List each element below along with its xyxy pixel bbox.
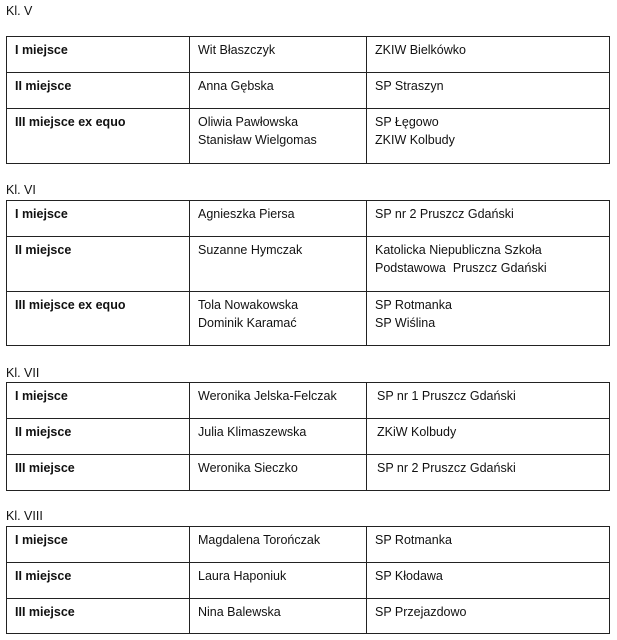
results-table: I miejsce Weronika Jelska-Felczak SP nr 1 … (6, 382, 610, 491)
name-cell: Suzanne Hymczak (189, 236, 367, 292)
school-text: ZKIW Bielkówko (375, 43, 466, 57)
name-cell: Weronika Sieczko (189, 454, 367, 491)
name-text: Tola Nowakowska (198, 298, 299, 312)
name-text: Nina Balewska (198, 605, 281, 619)
school-text: SP Rotmanka (375, 298, 452, 312)
school-text: Katolicka Niepubliczna Szkoła (375, 243, 542, 257)
table-row: I miejsce Magdalena Torończak SP Rotmanka (6, 526, 610, 563)
place-cell: II miejsce (6, 418, 190, 455)
school-text: SP nr 2 Pruszcz Gdański (375, 207, 514, 221)
school-cell: SP Rotmanka (366, 526, 610, 563)
name-cell: Tola Nowakowska Dominik Karamać (189, 291, 367, 346)
results-table: I miejsce Magdalena Torończak SP Rotmanka I… (6, 526, 610, 634)
name-text: Julia Klimaszewska (198, 425, 307, 439)
place-cell: I miejsce (6, 36, 190, 73)
class-label: Kl. VI (6, 183, 36, 197)
school-cell: SP nr 2 Pruszcz Gdański (366, 454, 610, 491)
school-text: SP Łęgowo (375, 115, 439, 129)
name-cell: Agnieszka Piersa (189, 200, 367, 237)
school-cell: ZKiW Kolbudy (366, 418, 610, 455)
name-cell: Wit Błaszczyk (189, 36, 367, 73)
school-text: SP Przejazdowo (375, 605, 467, 619)
class-label: Kl. V (6, 4, 33, 18)
place-cell: I miejsce (6, 382, 190, 419)
name-text: Wit Błaszczyk (198, 43, 276, 57)
school-cell: Katolicka Niepubliczna Szkoła Podstawowa … (366, 236, 610, 292)
table-row: II miejsce Suzanne Hymczak Katolicka Niepu… (6, 236, 610, 292)
table-row: II miejsce Laura Haponiuk SP Kłodawa (6, 562, 610, 599)
name-cell: Nina Balewska (189, 598, 367, 634)
name-text: Oliwia Pawłowska (198, 115, 299, 129)
school-cell: SP Kłodawa (366, 562, 610, 599)
name-cell: Laura Haponiuk (189, 562, 367, 599)
school-text: SP Rotmanka (375, 533, 452, 547)
school-text: ZKIW Kolbudy (375, 133, 455, 147)
school-cell: SP nr 1 Pruszcz Gdański (366, 382, 610, 419)
table-row: II miejsce Anna Gębska SP Straszyn (6, 72, 610, 109)
class-label: Kl. VII (6, 366, 40, 380)
name-text: Laura Haponiuk (198, 569, 287, 583)
place-cell: II miejsce (6, 72, 190, 109)
school-text: ZKiW Kolbudy (377, 425, 457, 439)
results-table: I miejsce Agnieszka Piersa SP nr 2 Pruszcz… (6, 200, 610, 346)
name-text: Stanisław Wielgomas (198, 133, 317, 147)
place-cell: III miejsce (6, 454, 190, 491)
place-cell: II miejsce (6, 562, 190, 599)
name-cell: Anna Gębska (189, 72, 367, 109)
table-row: III miejsce ex equo Oliwia Pawłowska Stani… (6, 108, 610, 164)
name-text: Weronika Jelska-Felczak (198, 389, 337, 403)
school-text: SP Wiślina (375, 316, 436, 330)
table-row: III miejsce Weronika Sieczko SP nr 2 Prusz… (6, 454, 610, 491)
place-cell: III miejsce (6, 598, 190, 634)
table-row: III miejsce Nina Balewska SP Przejazdowo (6, 598, 610, 634)
school-text: SP Kłodawa (375, 569, 443, 583)
school-text: SP Straszyn (375, 79, 444, 93)
name-cell: Julia Klimaszewska (189, 418, 367, 455)
place-cell: III miejsce ex equo (6, 108, 190, 164)
name-text: Magdalena Torończak (198, 533, 321, 547)
school-text: SP nr 2 Pruszcz Gdański (377, 461, 516, 475)
place-cell: II miejsce (6, 236, 190, 292)
place-cell: III miejsce ex equo (6, 291, 190, 346)
name-text: Suzanne Hymczak (198, 243, 303, 257)
school-cell: SP nr 2 Pruszcz Gdański (366, 200, 610, 237)
name-cell: Oliwia Pawłowska Stanisław Wielgomas (189, 108, 367, 164)
table-row: II miejsce Julia Klimaszewska ZKiW Kolbudy (6, 418, 610, 455)
school-text: Podstawowa Pruszcz Gdański (375, 261, 547, 275)
results-table: I miejsce Wit Błaszczyk ZKIW Bielkówko II m… (6, 36, 610, 164)
name-cell: Weronika Jelska-Felczak (189, 382, 367, 419)
name-text: Agnieszka Piersa (198, 207, 295, 221)
school-cell: SP Przejazdowo (366, 598, 610, 634)
table-row: I miejsce Agnieszka Piersa SP nr 2 Pruszcz… (6, 200, 610, 237)
school-cell: SP Rotmanka SP Wiślina (366, 291, 610, 346)
class-label: Kl. VIII (6, 509, 43, 523)
name-text: Weronika Sieczko (198, 461, 298, 475)
place-cell: I miejsce (6, 526, 190, 563)
school-cell: SP Straszyn (366, 72, 610, 109)
school-cell: ZKIW Bielkówko (366, 36, 610, 73)
name-text: Dominik Karamać (198, 316, 297, 330)
school-text: SP nr 1 Pruszcz Gdański (377, 389, 516, 403)
school-cell: SP Łęgowo ZKIW Kolbudy (366, 108, 610, 164)
place-cell: I miejsce (6, 200, 190, 237)
table-row: I miejsce Wit Błaszczyk ZKIW Bielkówko (6, 36, 610, 73)
table-row: III miejsce ex equo Tola Nowakowska Domini… (6, 291, 610, 346)
table-row: I miejsce Weronika Jelska-Felczak SP nr 1 … (6, 382, 610, 419)
name-cell: Magdalena Torończak (189, 526, 367, 563)
name-text: Anna Gębska (198, 79, 274, 93)
